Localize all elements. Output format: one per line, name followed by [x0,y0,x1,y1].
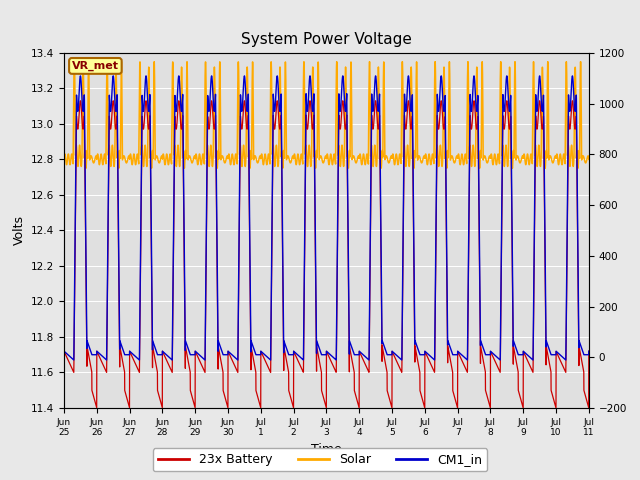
Text: VR_met: VR_met [72,61,119,71]
Title: System Power Voltage: System Power Voltage [241,33,412,48]
Y-axis label: Volts: Volts [12,216,26,245]
X-axis label: Time: Time [311,443,342,456]
Legend: 23x Battery, Solar, CM1_in: 23x Battery, Solar, CM1_in [153,448,487,471]
